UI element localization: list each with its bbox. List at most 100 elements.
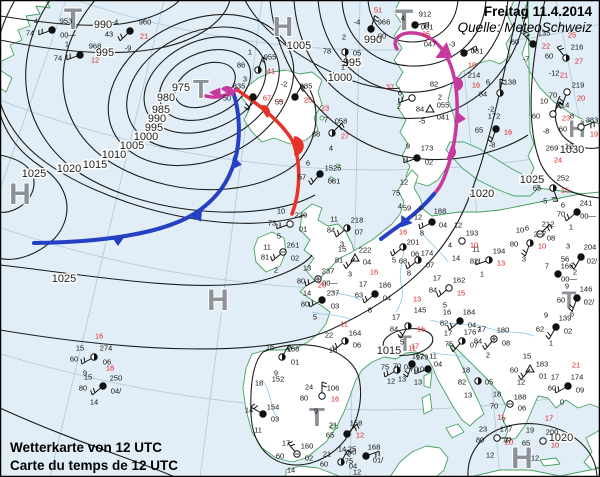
station-value: 75 [445,340,453,349]
station-plot: 17 180 84 08 2 [474,325,510,360]
station-value: 04 [468,321,476,330]
land-corsica [423,371,433,389]
land-levant [583,429,600,471]
station-value: 214 [468,71,481,80]
station-value: 081 [471,47,484,56]
station-value: 86 [237,61,245,70]
station-circle-half [282,353,286,361]
station-value: 25 [348,445,356,454]
wind-barb-tick [311,300,314,306]
station-value: 6 [306,159,310,168]
station-circle [460,49,468,57]
station-value: 23 [479,425,487,434]
station-value: 04 [363,258,371,267]
station-value: 4 [398,202,402,211]
station-value: 07 [426,261,434,270]
station-value: 74 [54,54,62,63]
pressure-center-high: H [273,11,293,42]
station-value: 13 [303,264,311,273]
wind-barb-tick [299,87,304,93]
station-plot: 3 204 56 02/2 [561,242,598,277]
wind-barb-tick [244,106,249,111]
station-value: 6 [398,89,402,98]
station-temp-red: 23 [562,114,570,123]
occluded-scandinavia-symbol [435,41,453,59]
station-value: 10 [277,207,285,216]
station-value: 953 [60,17,73,26]
station-value: 17 [551,373,559,382]
station-value: 968 [89,42,102,51]
station-circle [539,437,547,445]
station-value: 18 [255,379,263,388]
station-value: 18 [493,390,501,399]
station-value: 218 [351,216,364,225]
station-value: 65 [522,439,530,448]
isobar-labels: 9909959759809859909951000100510101015102… [20,18,585,446]
station-temp-red: 11 [340,320,348,329]
station-plot: 6 1525 57 081 [298,159,342,186]
station-circle [492,125,500,133]
wind-barb-tick [522,249,527,254]
station-symbol-triangle [525,363,535,373]
station-value: 4 [34,17,38,26]
wind-barb-tick [558,101,563,106]
station-temp-red: 21 [560,71,568,80]
station-value: 2 [274,266,278,275]
station-value: 60 [70,355,78,364]
station-value: -5 [419,117,426,126]
station-value: -8 [489,141,496,150]
wind-barb-tick [405,264,408,270]
station-value: 05 [485,378,493,387]
land-ireland [253,231,287,273]
station-value: 960 [139,18,152,27]
wind-barb-tick [310,177,314,183]
station-temp-red: 16 [472,81,480,90]
station-value: 15 [84,373,92,382]
wind-barb-tick [307,279,310,285]
wind-barb [520,368,531,381]
station-value: 15 [76,344,84,353]
station-value: 2 [342,33,346,42]
station-value: 57 [298,173,306,182]
station-temp-red: 15 [457,289,465,298]
station-value: 13 [414,378,422,387]
station-value: -9 [125,44,132,53]
station-circle-half [341,458,345,466]
station-value: 269 [546,144,559,153]
isobar-label: 1015 [377,345,401,357]
station-value: 081 [328,177,341,186]
station-temp-red: 11 [408,344,416,353]
wind-barb-tick [559,101,564,107]
station-value: 3 [243,75,247,84]
station-circle [493,434,501,442]
station-value: -8 [543,127,550,136]
station-value: 216 [571,43,584,52]
station-circle [445,284,453,292]
occluded-scandinavia [393,31,459,196]
wind-barb-tick [334,232,337,238]
station-value: 15 [523,352,531,361]
wind-barb-tick [253,405,259,410]
wind-barb-tick [399,330,404,336]
station-value: 166 [561,262,574,271]
station-circle [99,382,107,390]
station-circle [424,365,432,373]
station-plot: 16 168 01 9 [266,343,299,378]
station-plot: 23 7 058 68 27 4 [312,104,349,153]
station-value: 179 [416,353,429,362]
wind-barb-tick [286,347,291,353]
wind-barb-tick [572,261,577,267]
wind-barb-tick [301,84,306,90]
isobar-label: 990 [148,113,166,125]
station-temp-red: 18 [106,364,114,373]
station-temp-red: 17 [545,414,553,423]
station-circle [573,208,581,216]
station-temp-red: 10 [538,242,546,251]
station-value: 188 [434,207,447,216]
station-value: 04/ [111,387,122,396]
station-value: 04 [349,462,357,471]
station-circle-half [403,243,407,251]
station-value: 04 [383,294,391,303]
station-plot: 5 11 261 81 02 2 [261,232,299,275]
